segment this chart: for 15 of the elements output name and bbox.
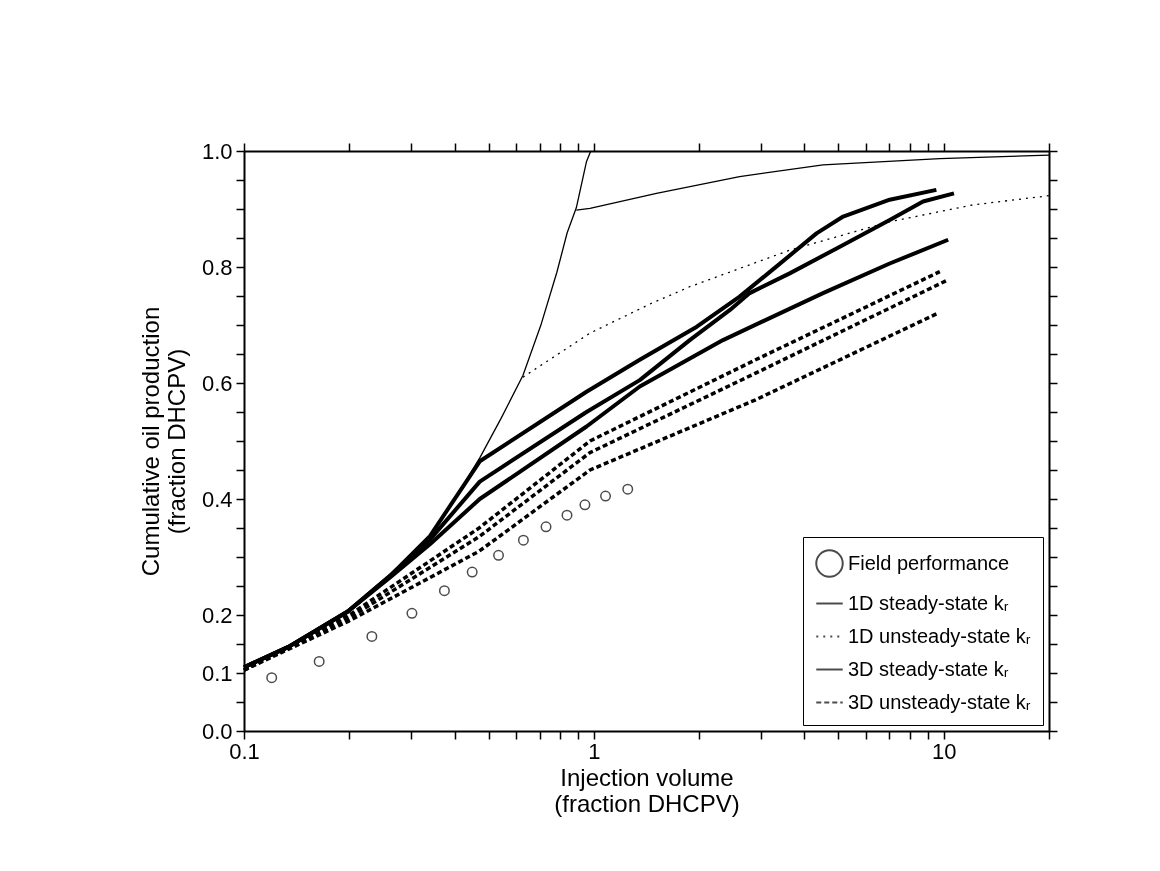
- legend-label: 3D unsteady-state kᵣ: [848, 690, 1031, 713]
- x-axis-title: Injection volume (fraction DHCPV): [554, 763, 740, 817]
- y-tick-label: 0.4: [201, 486, 233, 512]
- legend-label: 1D steady-state kᵣ: [848, 591, 1009, 614]
- x-tick-label: 10: [931, 738, 957, 764]
- legend-label: 3D steady-state kᵣ: [848, 657, 1009, 680]
- x-tick-label: 1: [588, 738, 601, 764]
- y-tick-label: 0.2: [201, 602, 233, 628]
- y-tick-label: 0.1: [201, 660, 233, 686]
- y-axis-title: Cumulative oil production (fraction DHCPV): [136, 306, 190, 577]
- legend-label: 1D unsteady-state kᵣ: [848, 624, 1031, 647]
- legend-label: Field performance: [848, 551, 1010, 574]
- y-tick-label: 0.8: [201, 254, 233, 280]
- y-tick-label: 0.6: [201, 370, 233, 396]
- y-tick-label: 1.0: [201, 138, 233, 164]
